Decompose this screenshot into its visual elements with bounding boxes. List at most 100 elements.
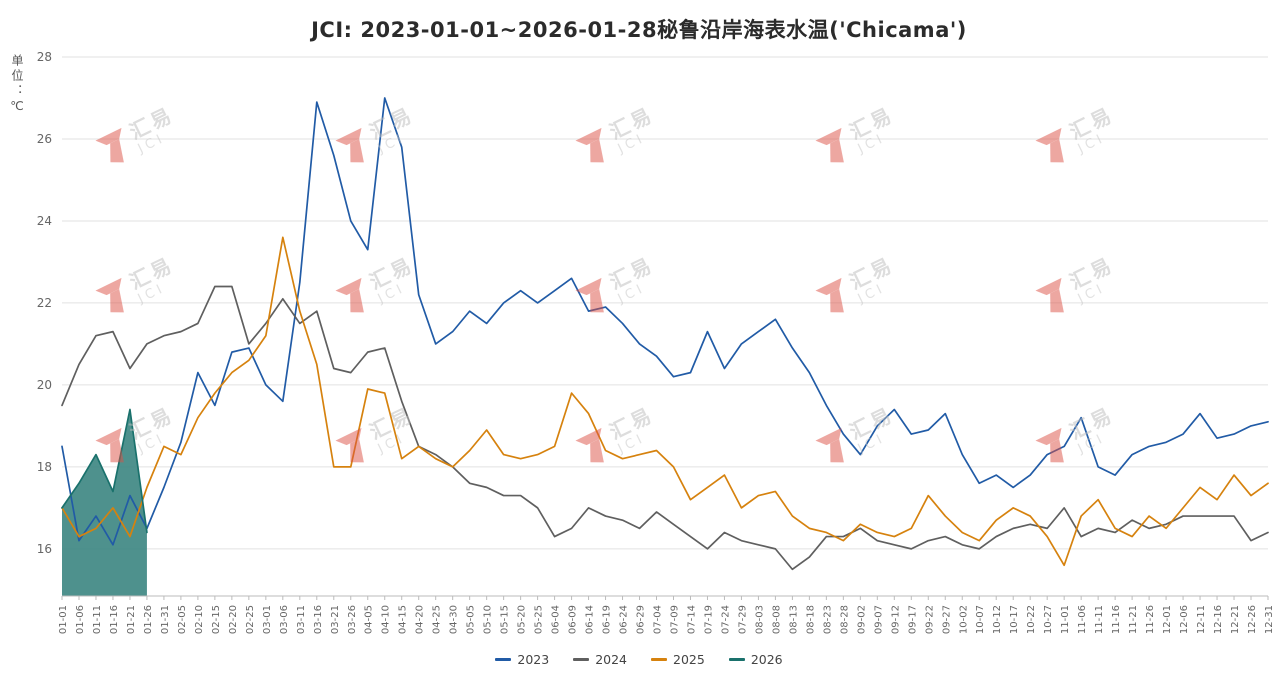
- x-axis-tick-label: 12-21: [1230, 605, 1241, 634]
- x-axis-tick-label: 08-13: [788, 605, 799, 634]
- x-axis-tick-label: 11-26: [1145, 605, 1156, 634]
- legend-item-2023[interactable]: 2023: [495, 652, 549, 667]
- y-axis-tick-label: 22: [37, 296, 52, 310]
- x-axis-tick-label: 07-19: [703, 605, 714, 634]
- y-axis-tick-label: 26: [37, 132, 52, 146]
- x-axis-tick-label: 08-03: [754, 605, 765, 634]
- x-axis-tick-label: 10-27: [1043, 605, 1054, 634]
- x-axis-tick-label: 04-05: [364, 605, 375, 634]
- x-axis-tick-label: 12-26: [1247, 605, 1258, 634]
- x-axis-tick-label: 10-02: [958, 605, 969, 634]
- x-axis-tick-label: 08-23: [822, 605, 833, 634]
- x-axis-tick-label: 04-10: [381, 605, 392, 634]
- x-axis-tick-label: 10-22: [1026, 605, 1037, 634]
- x-axis-tick-label: 02-10: [194, 605, 205, 634]
- legend-label: 2024: [595, 652, 627, 667]
- x-axis-tick-label: 07-29: [737, 605, 748, 634]
- x-axis-tick-label: 12-01: [1162, 605, 1173, 634]
- y-axis-tick-label: 16: [37, 542, 52, 556]
- x-axis-tick-label: 02-05: [177, 605, 188, 634]
- x-axis-tick-label: 07-14: [686, 605, 697, 634]
- x-axis-tick-label: 05-20: [517, 605, 528, 634]
- series-line-2025: [61, 236, 1269, 567]
- x-axis-tick-label: 02-25: [245, 605, 256, 634]
- x-axis-tick-label: 02-15: [211, 605, 222, 634]
- x-axis-tick-label: 04-20: [415, 605, 426, 634]
- legend-label: 2023: [517, 652, 550, 667]
- x-axis-tick-label: 01-31: [160, 605, 171, 634]
- x-axis-tick-label: 05-10: [483, 605, 494, 634]
- legend-marker-icon: [495, 658, 512, 661]
- legend-marker-icon: [728, 658, 745, 661]
- x-axis-tick-label: 03-16: [313, 605, 324, 634]
- x-axis-tick-label: 04-25: [432, 605, 443, 634]
- y-axis-tick-label: 18: [37, 460, 52, 474]
- x-axis-tick-label: 06-09: [568, 605, 579, 634]
- x-axis-tick-label: 07-24: [720, 605, 731, 634]
- chart-title: JCI: 2023-01-01~2026-01-28秘鲁沿岸海表水温('Chic…: [311, 18, 967, 42]
- x-axis-tick-label: 11-01: [1060, 605, 1071, 634]
- x-axis-tick-label: 11-21: [1128, 605, 1139, 634]
- x-axis-tick-label: 11-16: [1111, 605, 1122, 634]
- x-axis-tick-label: 09-07: [873, 605, 884, 634]
- x-axis-tick-label: 01-11: [92, 605, 103, 634]
- x-axis-tick-label: 07-09: [669, 605, 680, 634]
- x-axis-tick-label: 06-04: [551, 605, 562, 634]
- x-axis-tick-label: 10-07: [975, 605, 986, 634]
- x-axis-tick-label: 03-11: [296, 605, 307, 634]
- x-axis-tick-label: 08-28: [839, 605, 850, 634]
- legend-item-2024[interactable]: 2024: [573, 652, 627, 667]
- series-line-2026: [61, 408, 148, 534]
- x-axis-tick-label: 09-27: [941, 605, 952, 634]
- series-line-2023: [61, 97, 1269, 546]
- x-axis-tick-label: 09-12: [890, 605, 901, 634]
- legend-item-2026[interactable]: 2026: [728, 652, 783, 667]
- x-axis-tick-label: 04-15: [398, 605, 409, 634]
- x-axis-tick-label: 08-18: [805, 605, 816, 634]
- x-axis-tick-label: 09-22: [924, 605, 935, 634]
- x-axis-tick-label: 01-21: [126, 605, 137, 634]
- x-axis-tick-label: 03-06: [279, 605, 290, 634]
- x-axis-tick-label: 01-06: [75, 605, 86, 634]
- x-axis-tick-label: 08-08: [771, 605, 782, 634]
- legend-label: 2025: [673, 652, 705, 667]
- x-axis-tick-label: 10-12: [992, 605, 1003, 634]
- x-axis-tick-label: 06-29: [636, 605, 647, 634]
- x-axis-tick-label: 09-02: [856, 605, 867, 634]
- x-axis-tick-label: 07-04: [653, 605, 664, 634]
- y-axis-tick-label: 24: [37, 214, 52, 228]
- x-axis-tick-label: 12-16: [1213, 605, 1224, 634]
- chart-legend: 2023 2024 2025 2026: [0, 652, 1278, 667]
- x-axis-tick-label: 03-01: [262, 605, 273, 634]
- x-axis-tick-label: 01-16: [109, 605, 120, 634]
- legend-marker-icon: [651, 658, 667, 661]
- x-axis-tick-label: 09-17: [907, 605, 918, 634]
- x-axis-tick-label: 01-01: [58, 605, 69, 634]
- x-axis-tick-label: 05-25: [534, 605, 545, 634]
- x-axis-tick-label: 11-06: [1077, 605, 1088, 634]
- x-axis-tick-label: 10-17: [1009, 605, 1020, 634]
- x-axis-tick-label: 12-31: [1264, 605, 1275, 634]
- x-axis-tick-label: 06-19: [602, 605, 613, 634]
- x-axis-tick-label: 06-24: [619, 605, 630, 634]
- x-axis-tick-label: 11-11: [1094, 605, 1105, 634]
- series-line-2024: [61, 285, 1269, 571]
- x-axis-tick-label: 04-30: [449, 605, 460, 634]
- x-axis-tick-label: 12-06: [1179, 605, 1190, 634]
- y-axis-tick-label: 28: [37, 50, 52, 64]
- y-axis-unit-label: 单位：℃: [10, 54, 24, 116]
- legend-marker-icon: [573, 658, 590, 661]
- x-axis-tick-label: 01-26: [143, 605, 154, 634]
- x-axis-tick-label: 12-11: [1196, 605, 1207, 634]
- x-axis-tick-label: 05-05: [466, 605, 477, 634]
- x-axis-tick-label: 03-21: [330, 605, 341, 634]
- legend-item-2025[interactable]: 2025: [651, 652, 705, 667]
- x-axis-tick-label: 03-26: [347, 605, 358, 634]
- x-axis-tick-label: 02-20: [228, 605, 239, 634]
- legend-label: 2026: [750, 652, 783, 667]
- series-area-2026: [62, 409, 147, 596]
- x-axis-tick-label: 06-14: [585, 605, 596, 634]
- y-axis-tick-label: 20: [37, 378, 52, 392]
